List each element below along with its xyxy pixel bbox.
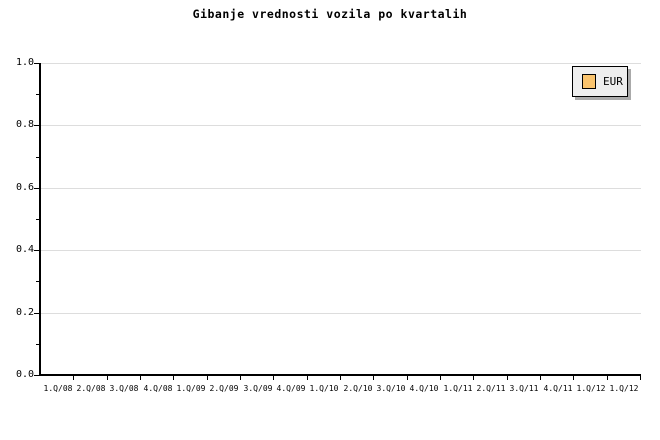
x-category-label: 2.Q/09 [209, 384, 239, 393]
y-minor-tick [36, 94, 39, 95]
y-gridline [41, 250, 641, 251]
y-axis-line [39, 63, 41, 376]
y-tick-label: 1.0 [15, 57, 34, 68]
y-minor-tick [36, 281, 39, 282]
y-gridline [41, 125, 641, 126]
x-boundary-tick [173, 376, 174, 380]
x-category-label: 1.Q/12 [576, 384, 606, 393]
x-boundary-tick [240, 376, 241, 380]
x-category-label: 1.Q/12 [609, 384, 639, 393]
x-boundary-tick [107, 376, 108, 380]
y-tick-label: 0.8 [15, 119, 34, 130]
x-category-label: 2.Q/10 [343, 384, 373, 393]
legend-label-eur: EUR [603, 75, 623, 88]
x-category-label: 4.Q/08 [143, 384, 173, 393]
x-boundary-tick [407, 376, 408, 380]
y-major-tick [34, 250, 39, 251]
x-boundary-tick [273, 376, 274, 380]
y-minor-tick [36, 344, 39, 345]
x-category-label: 1.Q/09 [176, 384, 206, 393]
y-gridline [41, 63, 641, 64]
x-category-label: 4.Q/11 [543, 384, 573, 393]
x-category-label: 3.Q/11 [509, 384, 539, 393]
x-boundary-tick [440, 376, 441, 380]
x-category-label: 4.Q/09 [276, 384, 306, 393]
x-boundary-tick [507, 376, 508, 380]
x-category-label: 3.Q/08 [109, 384, 139, 393]
x-category-label: 1.Q/11 [443, 384, 473, 393]
x-category-label: 2.Q/08 [76, 384, 106, 393]
x-boundary-tick [307, 376, 308, 380]
x-boundary-tick [340, 376, 341, 380]
x-category-label: 3.Q/09 [243, 384, 273, 393]
x-category-label: 2.Q/11 [476, 384, 506, 393]
y-major-tick [34, 125, 39, 126]
x-category-label: 3.Q/10 [376, 384, 406, 393]
y-gridline [41, 188, 641, 189]
x-boundary-tick [540, 376, 541, 380]
x-boundary-tick [573, 376, 574, 380]
legend-swatch-eur-icon [582, 74, 596, 89]
x-boundary-tick [140, 376, 141, 380]
y-tick-label: 0.0 [15, 369, 34, 380]
chart-title: Gibanje vrednosti vozila po kvartalih [192, 7, 468, 21]
x-axis-line [39, 374, 641, 376]
x-boundary-tick [73, 376, 74, 380]
y-major-tick [34, 63, 39, 64]
x-category-label: 1.Q/08 [43, 384, 73, 393]
x-category-label: 4.Q/10 [409, 384, 439, 393]
y-minor-tick [36, 157, 39, 158]
y-tick-label: 0.6 [15, 182, 34, 193]
y-tick-label: 0.2 [15, 307, 34, 318]
x-boundary-tick [373, 376, 374, 380]
y-major-tick [34, 375, 39, 376]
y-major-tick [34, 313, 39, 314]
x-category-label: 1.Q/10 [309, 384, 339, 393]
x-boundary-tick [640, 376, 641, 380]
legend: EUR [572, 66, 628, 97]
y-major-tick [34, 188, 39, 189]
x-boundary-tick [207, 376, 208, 380]
y-gridline [41, 313, 641, 314]
y-tick-label: 0.4 [15, 244, 34, 255]
y-minor-tick [36, 219, 39, 220]
x-boundary-tick [607, 376, 608, 380]
x-boundary-tick [473, 376, 474, 380]
